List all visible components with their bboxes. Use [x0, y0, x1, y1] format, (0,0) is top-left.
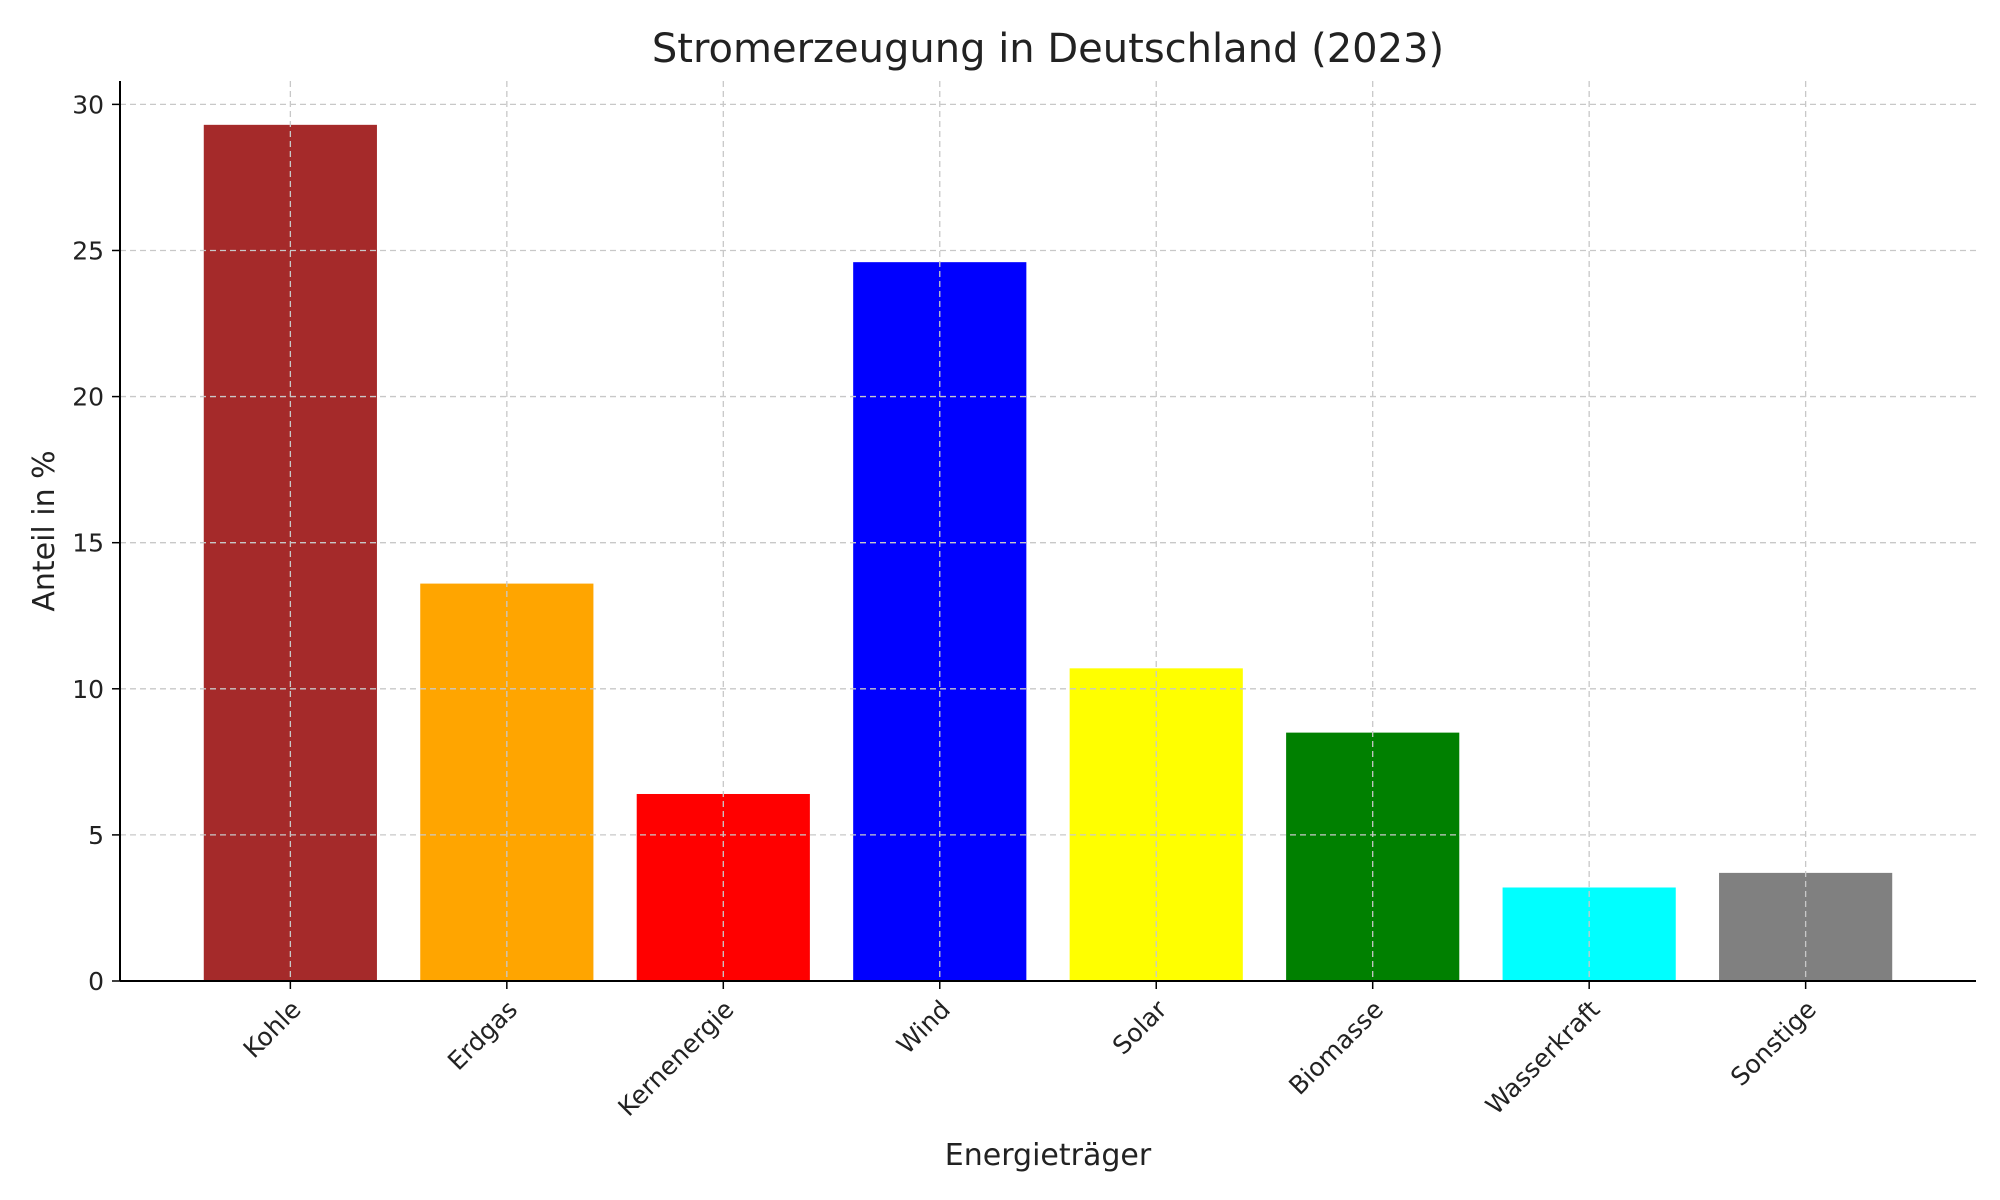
x-tick-label: Kohle: [238, 995, 307, 1064]
grid-lines: [120, 81, 1976, 982]
y-tick-label: 15: [72, 529, 104, 558]
y-tick-label: 10: [72, 675, 104, 704]
y-tick-label: 5: [88, 821, 104, 850]
chart-title: Stromerzeugung in Deutschland (2023): [652, 26, 1444, 72]
x-tick-label: Solar: [1107, 994, 1173, 1060]
x-tick-label: Erdgas: [442, 995, 523, 1076]
x-tick-label: Biomasse: [1283, 995, 1389, 1101]
y-tick-label: 0: [88, 967, 104, 996]
y-tick-label: 20: [72, 383, 104, 412]
x-tick-label: Wasserkraft: [1480, 995, 1606, 1121]
x-tick-label: Sonstige: [1725, 995, 1822, 1092]
y-tick-label: 25: [72, 236, 104, 265]
x-tick-label: Wind: [891, 995, 956, 1060]
x-tick-label: Kernenergie: [612, 995, 739, 1122]
y-tick-label: 30: [72, 90, 104, 119]
x-axis-label: Energieträger: [945, 1138, 1152, 1173]
bars: [203, 124, 1893, 981]
axes: [112, 81, 1976, 989]
y-axis-label: Anteil in %: [27, 450, 62, 611]
